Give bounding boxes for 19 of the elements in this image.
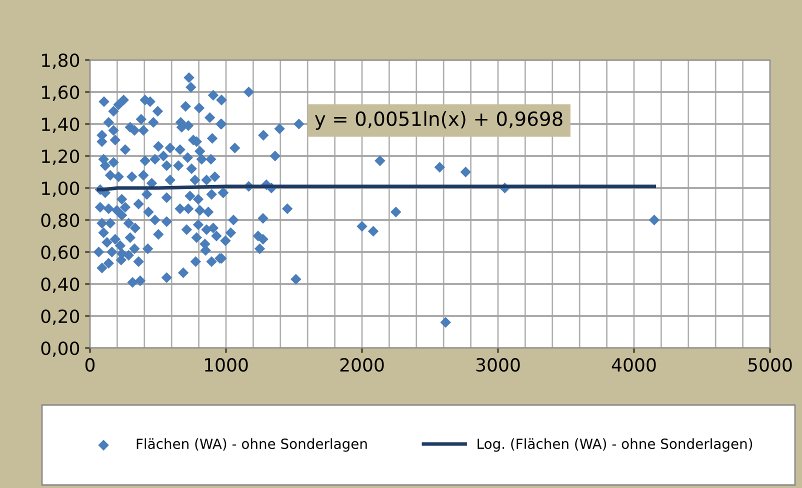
x-tick-label: 1000 bbox=[205, 358, 248, 372]
annotation: y = 0,0051ln(x) + 0,9698 bbox=[314, 111, 562, 130]
y-tick-label: 1,80 bbox=[42, 53, 80, 69]
y-tick-label: 1,00 bbox=[42, 181, 80, 197]
y-tick-label: 0,80 bbox=[41, 213, 80, 229]
y-tick-label: 1,20 bbox=[42, 149, 80, 165]
y-tick-label: 0,40 bbox=[41, 277, 80, 293]
y-tick-label: 1,60 bbox=[42, 85, 80, 101]
legend-label: Log. (Flächen (WA) - ohne Sonderlagen) bbox=[478, 438, 752, 452]
legend-label: Flächen (WA) - ohne Sonderlagen bbox=[136, 438, 367, 452]
x-tick-label: 5000 bbox=[748, 358, 792, 372]
x-tick-label: 2000 bbox=[340, 358, 384, 372]
y-tick-label: 0,00 bbox=[41, 341, 80, 357]
y-tick-label: 0,60 bbox=[41, 245, 80, 261]
x-tick-label: 4000 bbox=[612, 358, 656, 372]
y-tick-label: 0,20 bbox=[41, 309, 80, 325]
x-tick-label: 3000 bbox=[476, 358, 520, 372]
y-tick-label: 1,40 bbox=[42, 117, 80, 133]
x-tick-label: 0 bbox=[85, 358, 95, 372]
